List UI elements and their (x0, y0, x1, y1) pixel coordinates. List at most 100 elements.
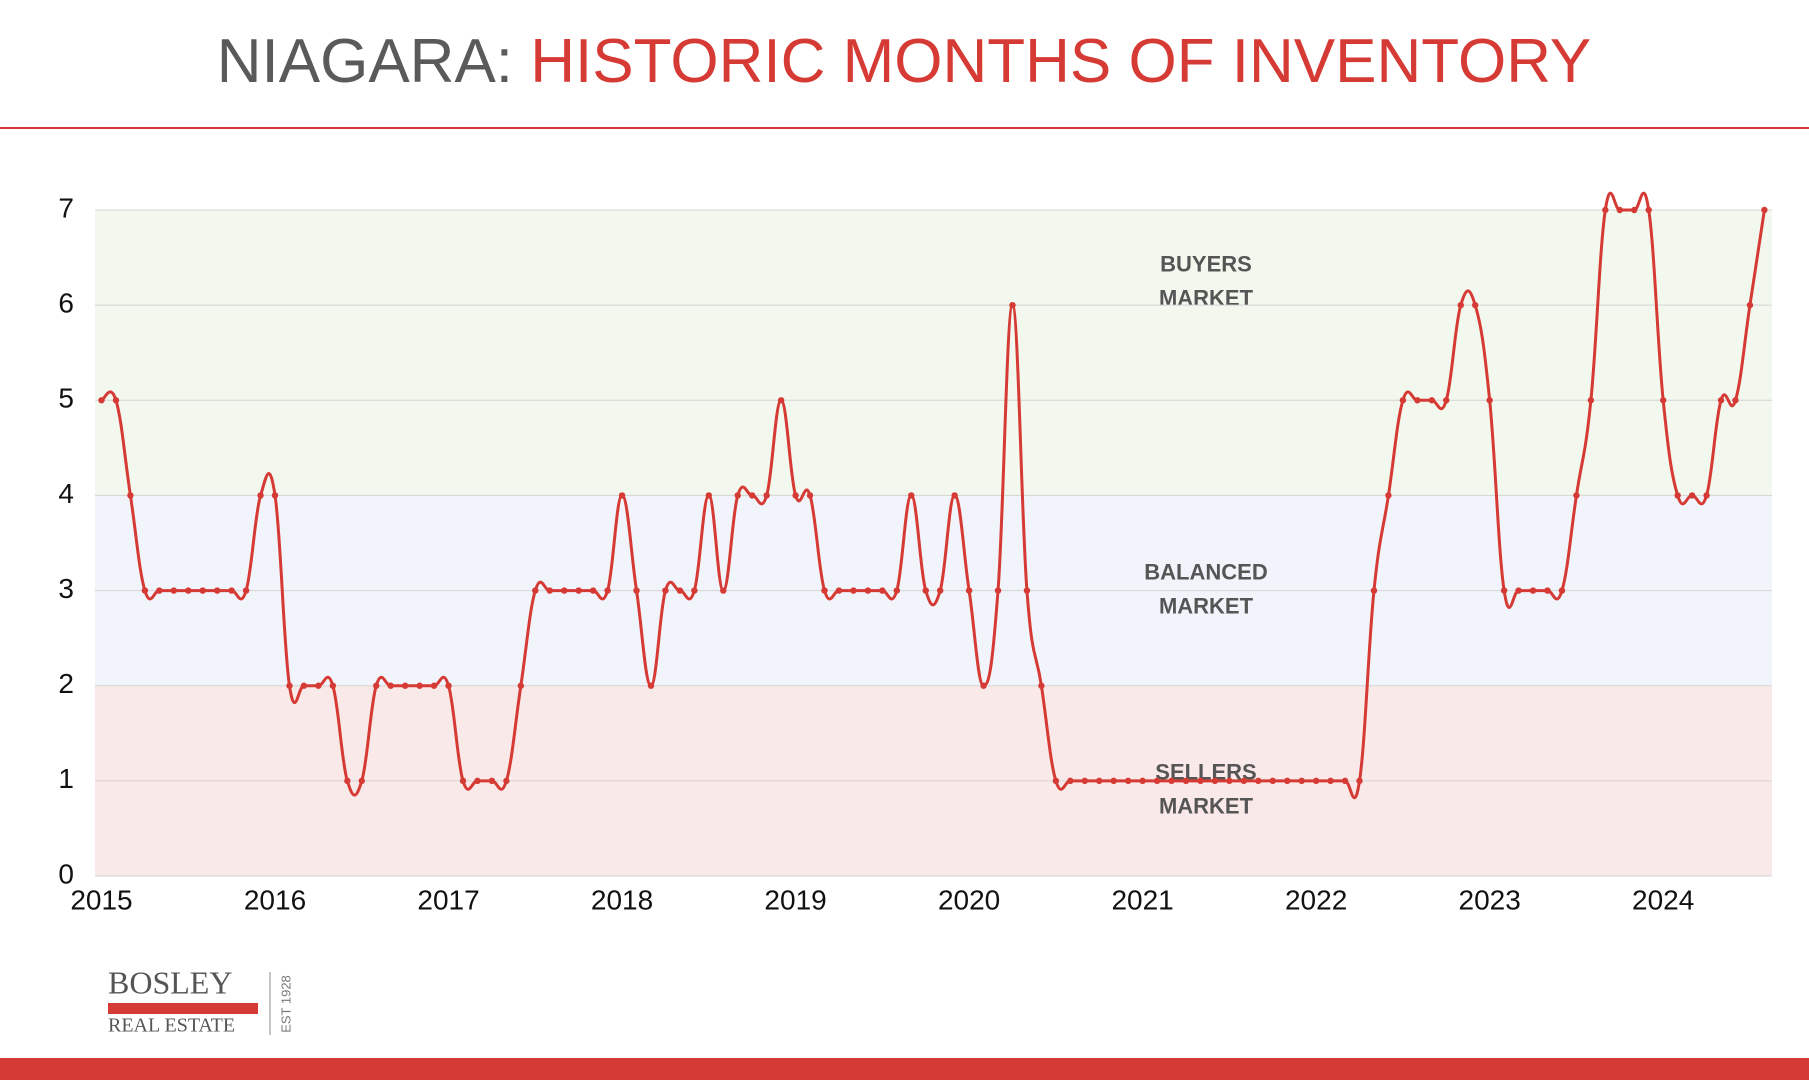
data-point (864, 587, 872, 594)
data-point (156, 587, 163, 594)
data-point (1443, 397, 1450, 404)
data-point (1428, 397, 1436, 404)
data-point (271, 492, 279, 499)
data-point (401, 682, 409, 689)
data-point (647, 682, 655, 689)
data-point (344, 777, 351, 785)
band-label: MARKET (1159, 286, 1254, 311)
data-point (1515, 587, 1522, 594)
logo-bar (108, 1003, 258, 1014)
data-point (1688, 492, 1696, 499)
data-point (1674, 492, 1681, 499)
data-point (936, 587, 944, 594)
data-point (1327, 777, 1334, 785)
data-point (1544, 587, 1551, 594)
logo-tagline: REAL ESTATE (108, 1015, 235, 1037)
data-point (1081, 777, 1088, 785)
band-label: MARKET (1159, 794, 1254, 819)
data-point (1153, 777, 1161, 785)
data-point (1124, 777, 1132, 785)
data-point (1312, 777, 1320, 785)
data-point (1168, 777, 1175, 785)
data-point (1631, 206, 1638, 214)
data-point (1472, 301, 1479, 309)
data-point (315, 682, 322, 689)
data-point (575, 587, 582, 594)
data-point (127, 492, 134, 499)
band-label: MARKET (1159, 593, 1254, 618)
data-point (1284, 777, 1291, 785)
data-point (1298, 777, 1305, 785)
data-point (300, 682, 308, 689)
data-point (705, 492, 713, 499)
data-point (1009, 301, 1016, 309)
data-point (618, 492, 626, 499)
data-point (980, 682, 987, 689)
data-point (1616, 206, 1624, 214)
data-point (112, 397, 120, 404)
x-tick-label: 2015 (70, 884, 132, 915)
data-point (1558, 587, 1566, 594)
data-point (691, 587, 698, 594)
logo: BOSLEY REAL ESTATE EST 1928 (108, 964, 293, 1037)
band-label: BALANCED (1144, 559, 1267, 584)
y-tick-label: 4 (58, 478, 74, 509)
data-point (1067, 777, 1074, 785)
data-point (98, 397, 105, 404)
data-point (170, 587, 177, 594)
data-point (1052, 777, 1060, 785)
data-point (459, 777, 467, 785)
data-point (1110, 777, 1117, 785)
data-point (604, 587, 611, 594)
data-point (517, 682, 525, 689)
data-point (893, 587, 900, 594)
data-point (242, 587, 250, 594)
data-point (503, 777, 510, 785)
data-point (1732, 397, 1739, 404)
data-point (213, 587, 221, 594)
data-point (850, 587, 857, 594)
data-point (589, 587, 597, 594)
x-tick-label: 2024 (1632, 884, 1694, 915)
data-point (488, 777, 496, 785)
data-point (749, 492, 756, 499)
data-point (763, 492, 770, 499)
logo-est: EST 1928 (278, 975, 293, 1033)
data-point (430, 682, 438, 689)
data-point (1529, 587, 1537, 594)
data-point (1240, 777, 1248, 785)
data-point (1341, 777, 1349, 785)
data-point (1659, 397, 1667, 404)
data-point (1023, 587, 1031, 594)
y-tick-label: 3 (58, 573, 74, 604)
data-point (185, 587, 192, 594)
data-point (1761, 206, 1768, 214)
data-point (474, 777, 481, 785)
x-tick-label: 2016 (244, 884, 306, 915)
data-point (387, 682, 394, 689)
y-tick-label: 7 (58, 192, 74, 223)
data-point (821, 587, 828, 594)
data-point (1573, 492, 1580, 499)
data-point (951, 492, 958, 499)
data-point (1226, 777, 1233, 785)
data-point (1399, 397, 1407, 404)
data-point (141, 587, 149, 594)
data-point (633, 587, 640, 594)
data-point (228, 587, 235, 594)
data-point (532, 587, 539, 594)
data-point (1182, 777, 1190, 785)
data-point (806, 492, 814, 499)
data-point (965, 587, 973, 594)
footer-bar (0, 1058, 1809, 1080)
data-point (1139, 777, 1146, 785)
data-point (1746, 301, 1754, 309)
data-point (994, 587, 1002, 594)
data-point (1500, 587, 1508, 594)
data-point (879, 587, 886, 594)
data-point (835, 587, 843, 594)
data-point (1703, 492, 1710, 499)
y-tick-label: 5 (58, 383, 74, 414)
